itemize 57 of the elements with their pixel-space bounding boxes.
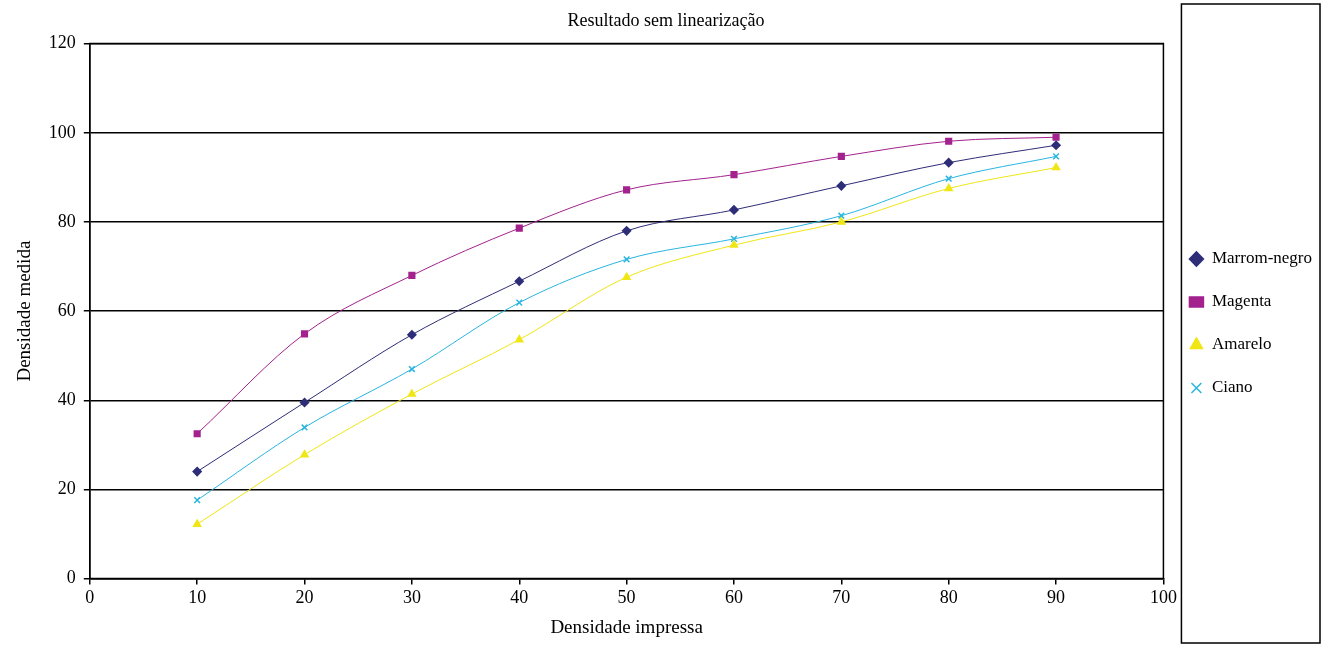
point (193, 496, 201, 504)
point (837, 212, 845, 220)
point (837, 217, 846, 225)
x-tick-label: 50 (617, 587, 636, 608)
point (622, 272, 631, 280)
point (407, 329, 417, 340)
legend-label: Ciano (1211, 377, 1253, 397)
point (836, 181, 847, 191)
point (729, 240, 739, 248)
y-tick-label: 40 (57, 389, 76, 409)
point (945, 175, 953, 183)
point (621, 226, 632, 236)
y-tick-label: 80 (57, 210, 76, 231)
point (729, 205, 739, 215)
point (837, 152, 845, 160)
y-tick-label: 0 (66, 567, 76, 588)
y-tick-label: 60 (57, 299, 76, 320)
point (623, 255, 631, 263)
point (623, 186, 631, 194)
point (408, 271, 416, 280)
y-axis-title: Densidade medida (13, 240, 35, 382)
point (944, 183, 953, 192)
point (300, 330, 309, 338)
point (300, 423, 309, 432)
point (730, 171, 738, 179)
point (1051, 162, 1061, 171)
x-axis-title: Densidade impressa (550, 615, 704, 637)
x-tick-label: 30 (402, 587, 421, 608)
x-tick-label: 20 (295, 587, 314, 608)
y-tick-label: 100 (48, 121, 76, 142)
x-tick-label: 80 (939, 587, 958, 608)
chart-title: Resultado sem linearização (567, 9, 765, 30)
point (407, 389, 417, 397)
point (943, 157, 954, 168)
x-tick-label: 10 (188, 587, 207, 608)
x-tick-label: 90 (1047, 587, 1066, 608)
x-tick-label: 0 (85, 587, 95, 608)
point (515, 334, 524, 343)
point (945, 137, 953, 145)
point (193, 430, 201, 438)
point (1052, 133, 1060, 141)
x-tick-label: 70 (832, 587, 851, 608)
y-tick-label: 120 (48, 32, 76, 53)
x-tick-label: 60 (724, 587, 743, 608)
point (299, 397, 310, 408)
point (514, 276, 524, 286)
y-tick-label: 20 (57, 478, 76, 499)
point (192, 519, 202, 527)
point (300, 449, 309, 458)
legend-label: Amarelo (1211, 334, 1272, 354)
legend-label: Marrom-negro (1211, 248, 1312, 268)
x-tick-label: 100 (1149, 587, 1177, 608)
point (515, 224, 523, 232)
legend-label: Magenta (1211, 291, 1272, 311)
point (192, 466, 202, 477)
x-tick-label: 40 (510, 587, 529, 608)
point (1051, 140, 1061, 150)
